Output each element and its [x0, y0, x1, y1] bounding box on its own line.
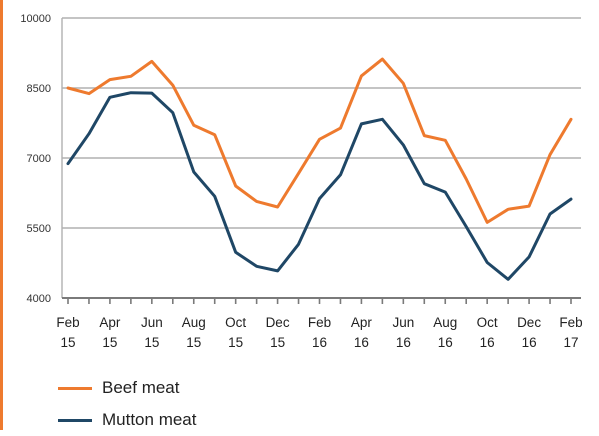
legend-swatch-beef — [58, 386, 92, 390]
x-tick-label-year: 16 — [312, 335, 327, 350]
x-tick-label-month: Jun — [141, 315, 163, 330]
series-layer — [66, 57, 573, 281]
x-axis — [62, 297, 581, 304]
y-tick-label: 8500 — [27, 83, 51, 95]
series-line-mutton — [66, 91, 573, 281]
x-tick-label-month: Jun — [392, 315, 414, 330]
legend-label-mutton: Mutton meat — [102, 410, 197, 429]
x-tick-label-month: Oct — [477, 315, 498, 330]
chart-legend: Beef meat Mutton meat — [58, 372, 197, 436]
x-tick-label-month: Feb — [308, 315, 331, 330]
legend-item-beef: Beef meat — [58, 372, 197, 404]
x-tick-label-year: 16 — [480, 335, 495, 350]
x-tick-label-month: Apr — [351, 315, 373, 330]
x-tick-label-month: Apr — [99, 315, 121, 330]
x-tick-label-month: Feb — [559, 315, 582, 330]
x-tick-label-year: 15 — [270, 335, 285, 350]
x-tick-label-year: 15 — [60, 335, 75, 350]
x-tick-label-month: Dec — [266, 315, 290, 330]
x-tick-label-year: 17 — [563, 335, 578, 350]
x-tick-label-year: 15 — [228, 335, 243, 350]
x-tick-label-year: 15 — [102, 335, 117, 350]
legend-item-mutton: Mutton meat — [58, 404, 197, 436]
x-tick-label-year: 16 — [438, 335, 453, 350]
legend-swatch-mutton — [58, 418, 92, 422]
left-accent-border — [0, 0, 3, 430]
x-tick-label-month: Oct — [225, 315, 246, 330]
y-tick-label: 5500 — [27, 223, 51, 235]
x-tick-label-year: 15 — [186, 335, 201, 350]
grid-layer — [61, 17, 581, 299]
x-tick-label-month: Dec — [517, 315, 541, 330]
y-axis-ticks: 4000 5500 7000 8500 10000 — [20, 13, 51, 305]
x-tick-label-month: Feb — [56, 315, 79, 330]
line-chart: 4000 5500 7000 8500 10000 Feb 15 Apr 15 Jun 15 Aug… — [20, 13, 582, 350]
y-tick-label: 7000 — [27, 153, 51, 165]
y-tick-label: 10000 — [20, 13, 51, 25]
x-tick-label-year: 15 — [144, 335, 159, 350]
x-tick-label-month: Aug — [433, 315, 457, 330]
x-tick-label-year: 16 — [354, 335, 369, 350]
x-tick-label-year: 16 — [522, 335, 537, 350]
x-tick-label-year: 16 — [396, 335, 411, 350]
y-tick-label: 4000 — [27, 293, 51, 305]
series-line-beef — [66, 57, 573, 224]
x-axis-ticks: Feb 15 Apr 15 Jun 15 Aug 15 Oct 15 Dec 15 Feb 16 Apr 16… — [56, 315, 582, 350]
x-tick-label-month: Aug — [182, 315, 206, 330]
legend-label-beef: Beef meat — [102, 378, 180, 397]
